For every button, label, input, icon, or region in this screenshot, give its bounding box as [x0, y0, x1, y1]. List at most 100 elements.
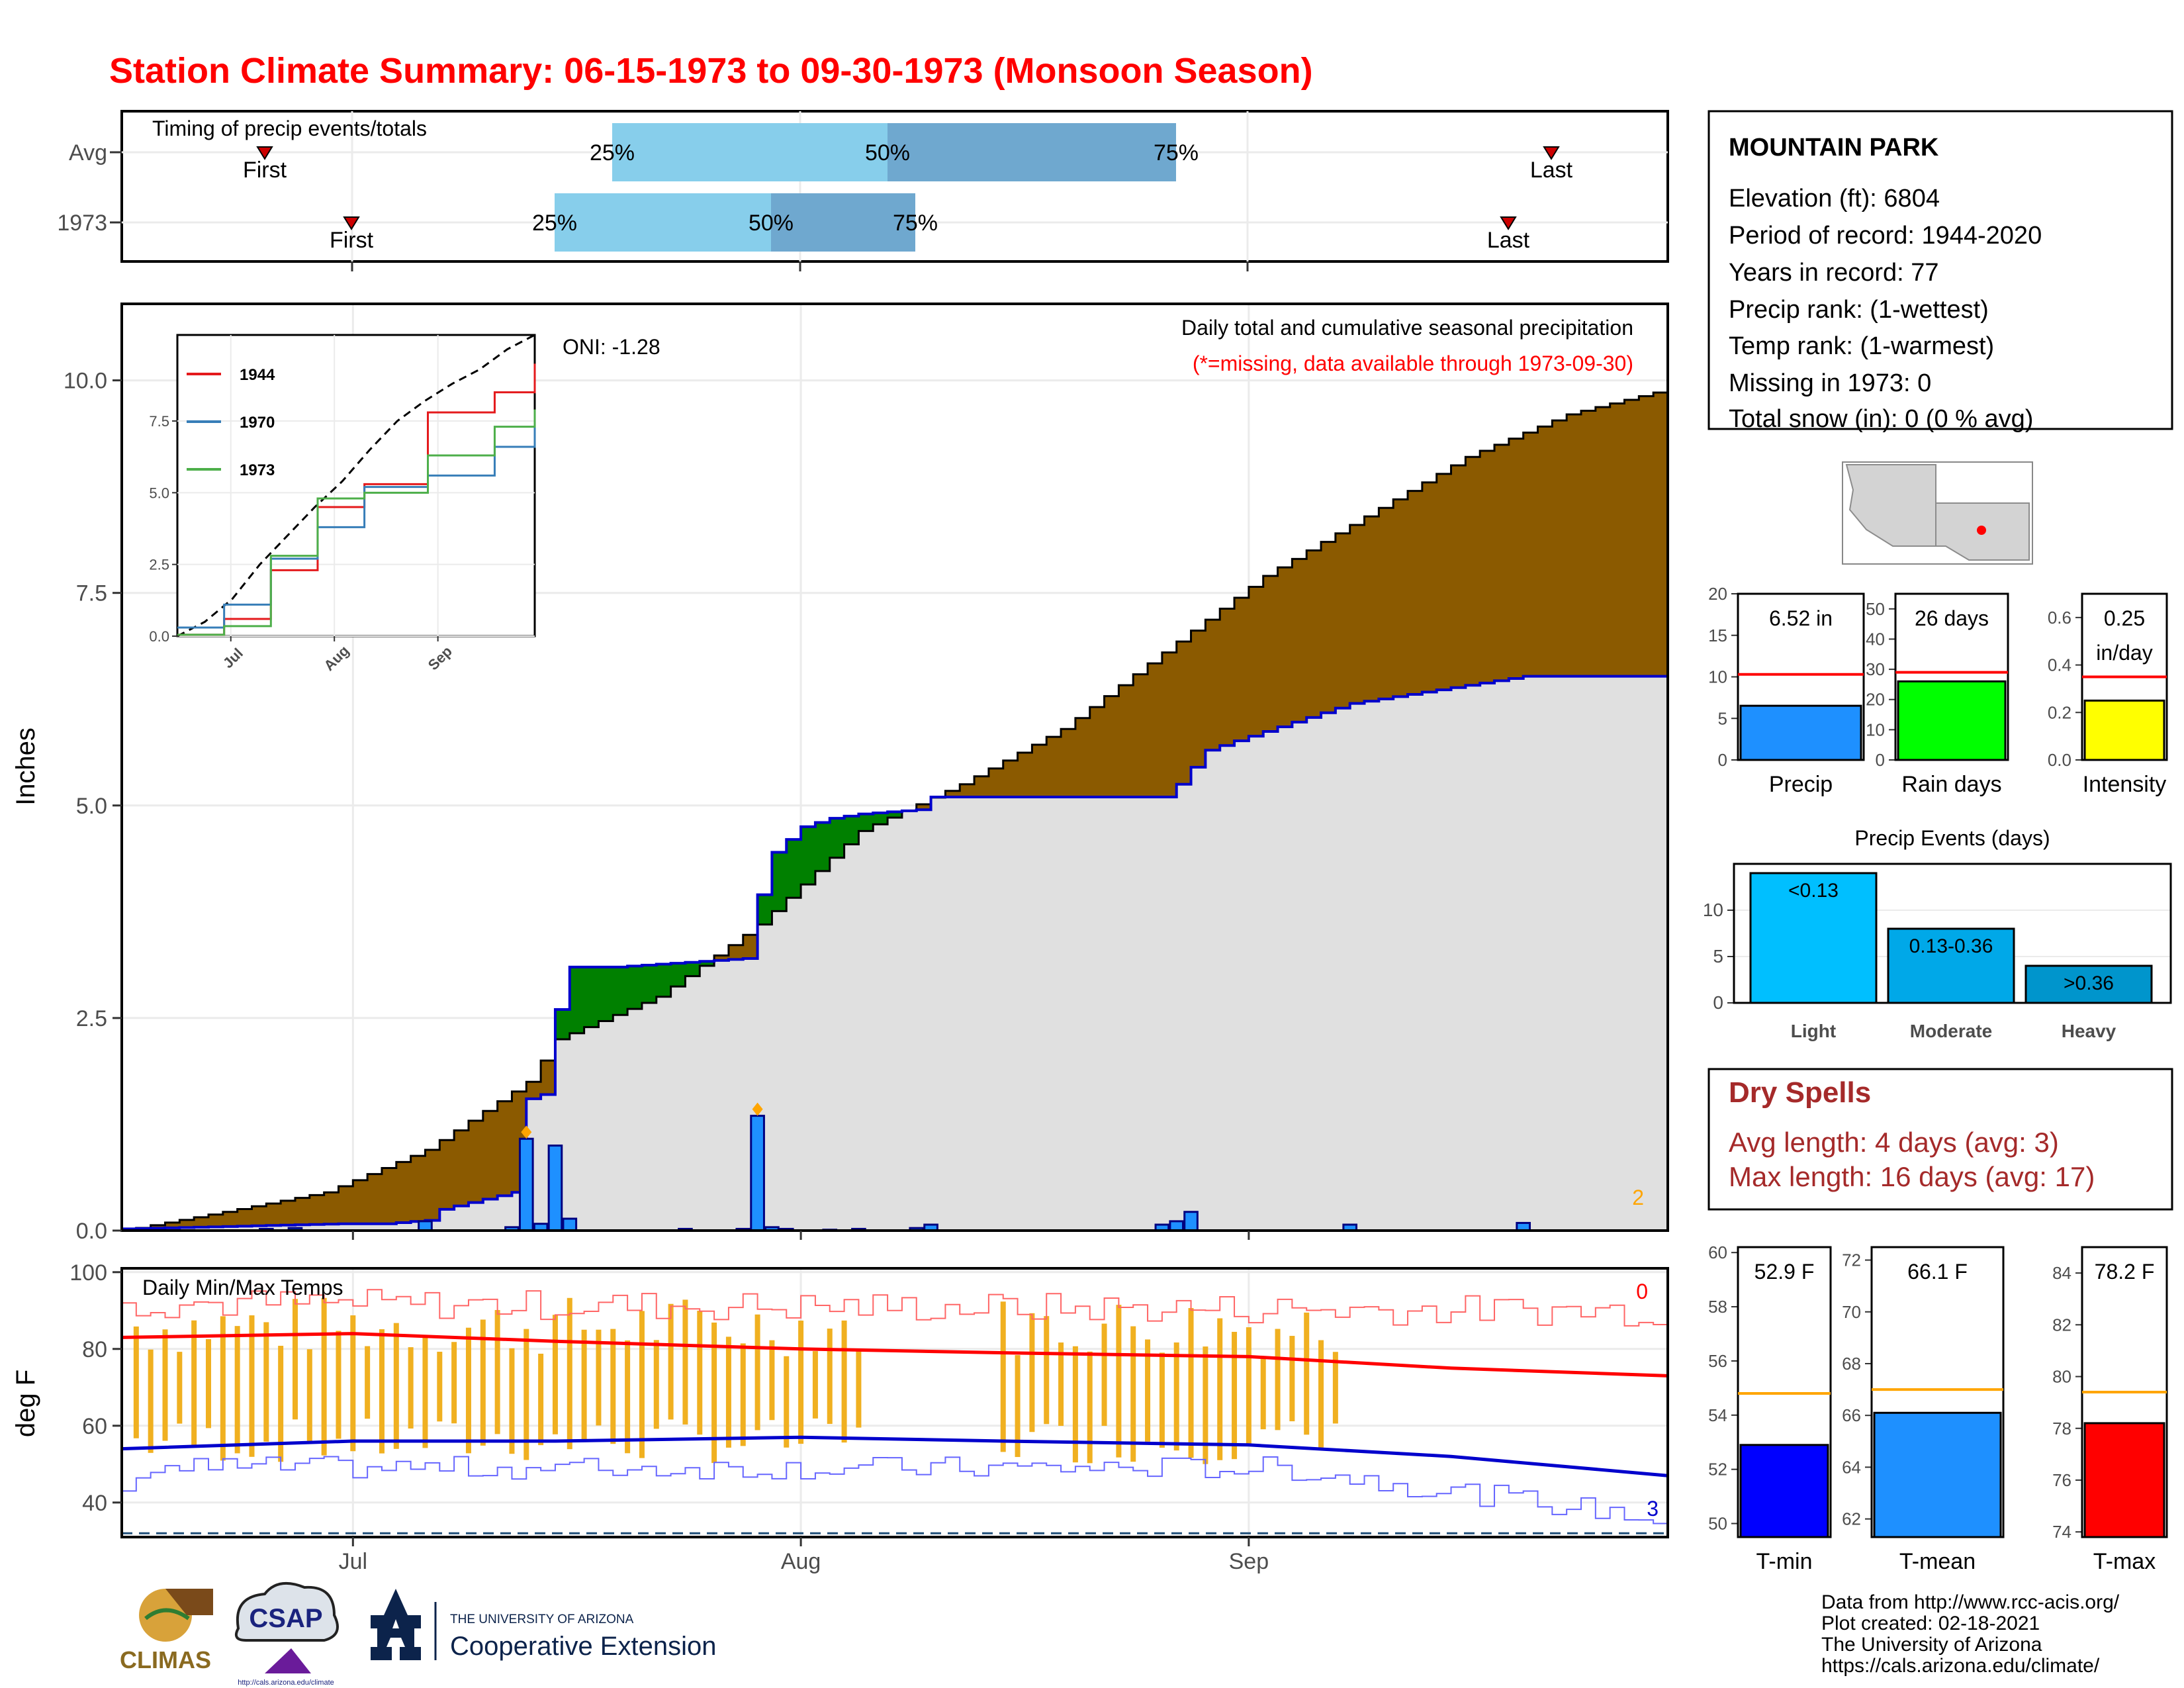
dry-spells-max: Max length: 16 days (avg: 17) [1729, 1161, 2095, 1192]
quartile-bar-25-50 [555, 193, 771, 252]
daily-temp-bar [1332, 1352, 1338, 1424]
temp-bar-value-label: 66.1 F [1907, 1260, 1968, 1284]
station-info-frame [1707, 110, 2173, 430]
daily-temp-bar [1318, 1340, 1324, 1448]
daily-temp-bar [249, 1315, 255, 1457]
daily-precip-bar [418, 1220, 433, 1232]
first-label: First [330, 228, 374, 253]
daily-temp-bar [769, 1340, 775, 1421]
oni-value: ONI: -1.28 [563, 335, 660, 359]
dry-spells-box: Dry Spells Avg length: 4 days (avg: 3) M… [1707, 1068, 2173, 1211]
daily-temp-bar [148, 1349, 154, 1453]
daily-temp-bar [827, 1329, 833, 1425]
credit-line: https://cals.arizona.edu/climate/ [1821, 1655, 2100, 1677]
event-category-label: Moderate [1910, 1021, 1992, 1041]
missing-days-count: 2 [1632, 1186, 1644, 1209]
daily-temp-bar [1000, 1301, 1006, 1452]
daily-temp-bar [740, 1343, 746, 1446]
mini-bar-unit-label: in/day [2096, 641, 2152, 665]
y-tick-label: 30 [1866, 659, 1885, 679]
y-tick-label: 15 [1708, 626, 1727, 645]
daily-temp-bar [1289, 1336, 1295, 1422]
timing-row-label: Avg [69, 140, 107, 165]
daily-temp-bar [1015, 1355, 1021, 1458]
daily-temp-bar [162, 1329, 168, 1441]
daily-temp-bar [1072, 1346, 1078, 1463]
daily-temp-bar [1203, 1346, 1208, 1464]
temp-bar-label: T-mean [1899, 1549, 1976, 1574]
record-marker [752, 1102, 763, 1116]
y-tick-label: 10 [1703, 900, 1723, 920]
y-tick-label: 84 [2052, 1263, 2071, 1283]
record-low-line [122, 1456, 1668, 1524]
ua-university-name: THE UNIVERSITY OF ARIZONA [450, 1613, 634, 1626]
inset-y-tick-label: 5.0 [149, 485, 169, 501]
mini-bar-label: Intensity [2083, 772, 2167, 797]
timing-row-avg: Avg 25% 50% 75% First Last [69, 123, 1573, 183]
daily-precip-bar [547, 1145, 563, 1232]
daily-temp-bar [306, 1349, 312, 1444]
daily-temp-bar [321, 1297, 327, 1456]
timing-panel-label: Timing of precip events/totals [152, 117, 427, 140]
quartile-bar-25-50 [612, 123, 887, 181]
p25-label: 25% [590, 140, 635, 165]
daily-temp-bar [538, 1353, 544, 1446]
daily-temp-bar [234, 1326, 240, 1454]
y-tick-label: 70 [1842, 1302, 1861, 1322]
daily-temp-bar [856, 1348, 862, 1428]
year-cumulative-line [122, 675, 1668, 1231]
y-tick-label: 76 [2052, 1470, 2071, 1490]
daily-temp-bar [1101, 1323, 1107, 1426]
p50-label: 50% [865, 140, 910, 165]
y-tick-label: 20 [1708, 584, 1727, 604]
y-tick-label: 64 [1842, 1457, 1861, 1477]
dry-spells-avg: Avg length: 4 days (avg: 3) [1729, 1127, 2059, 1158]
station-precip-rank: Precip rank: (1-wettest) [1729, 296, 1989, 324]
temp-axes: 40 60 80 100 Jul Aug Sep [69, 1260, 1269, 1574]
legend-label: 1970 [240, 414, 275, 432]
daily-temp-bar [581, 1329, 587, 1442]
daily-temp-bar [422, 1335, 428, 1448]
daily-temp-bar [725, 1336, 731, 1448]
mini-bar-value-label: 26 days [1915, 606, 1989, 630]
station-temp-rank: Temp rank: (1-warmest) [1729, 332, 1994, 360]
missing-data-note: (*=missing, data available through 1973-… [1193, 352, 1633, 375]
temp-y-tick-label: 100 [69, 1260, 107, 1286]
mini-bar-value [1897, 680, 2007, 761]
tmin-missing-count: 3 [1647, 1497, 1659, 1521]
inset-y-tick-label: 0.0 [149, 628, 169, 645]
y-tick-label: 10 [1866, 720, 1885, 739]
daily-temp-bar [480, 1319, 486, 1446]
temp-bar-t-max: 74 76 78 80 82 84 78.2 F T-max [2052, 1246, 2168, 1574]
daily-precip-bar [1183, 1211, 1199, 1232]
y-tick-label: 0.0 [76, 1219, 107, 1244]
daily-temp-bar [784, 1356, 790, 1448]
daily-temp-bar [465, 1327, 471, 1454]
credit-line: Data from http://www.rcc-acis.org/ [1821, 1591, 2120, 1613]
event-bar-label: 0.13-0.36 [1909, 935, 1993, 957]
daily-temp-bar [408, 1347, 414, 1429]
first-marker [343, 216, 360, 230]
y-tick-label: 0 [1718, 750, 1727, 770]
y-tick-label: 52 [1708, 1460, 1727, 1479]
station-snow: Total snow (in): 0 (0 % avg) [1729, 405, 2033, 433]
station-name: MOUNTAIN PARK [1729, 134, 1939, 162]
mini-bar-label: Precip [1769, 772, 1833, 797]
daily-temp-bar [1029, 1313, 1035, 1432]
y-tick-label: 68 [1842, 1354, 1861, 1374]
credits: Data from http://www.rcc-acis.org/ Plot … [1821, 1591, 2120, 1677]
daily-temp-bar [754, 1314, 760, 1430]
event-bar-label: >0.36 [2064, 972, 2114, 994]
timing-row-year: 1973 25% 50% 75% First Last [57, 193, 1530, 253]
x-tick-label: Sep [1229, 1549, 1269, 1574]
temperature-chart: Daily Min/Max Temps 0 3 deg F 40 60 80 100 J… [11, 1260, 1669, 1574]
daily-temp-bar [1044, 1316, 1050, 1425]
x-tick-label: Aug [781, 1549, 821, 1574]
daily-temp-bar [292, 1299, 298, 1420]
legend-label: 1944 [240, 366, 275, 384]
temp-bar-t-min: 50 52 54 56 58 60 52.9 F T-min [1708, 1243, 1832, 1574]
y-tick-label: 62 [1842, 1509, 1861, 1529]
precip-events-title: Precip Events (days) [1854, 826, 2050, 850]
event-bar [2025, 964, 2153, 1004]
